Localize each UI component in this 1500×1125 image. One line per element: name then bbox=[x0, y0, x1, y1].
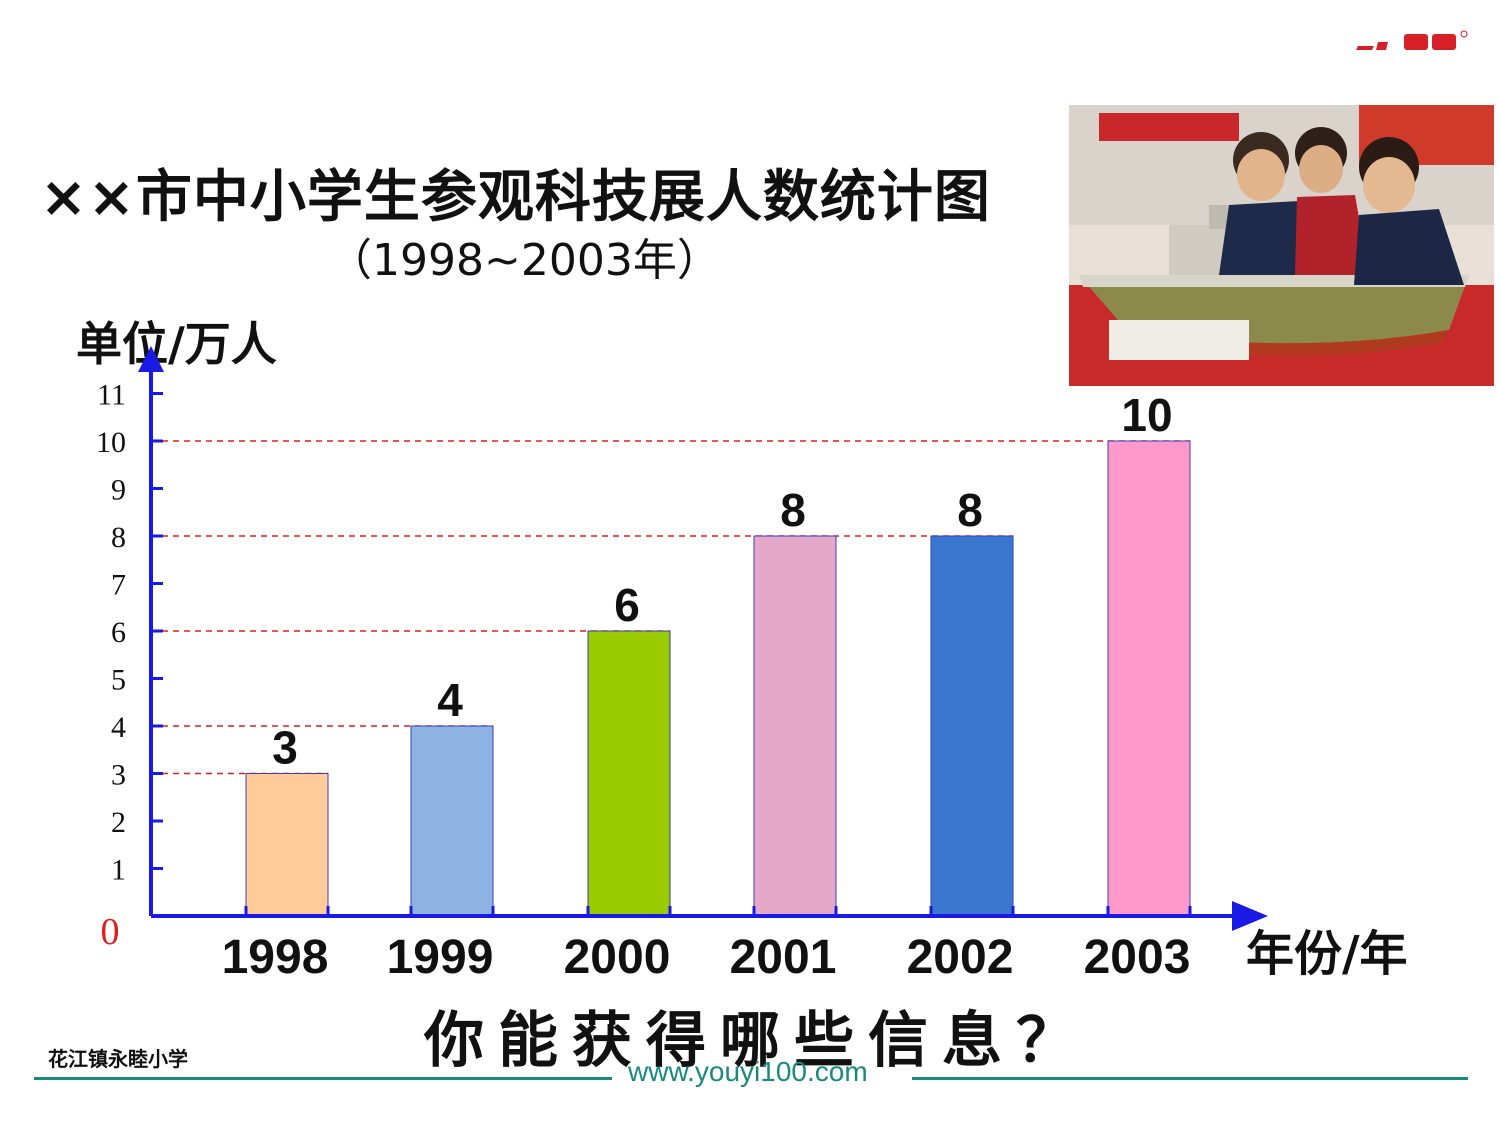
bar-value-label: 10 bbox=[1121, 389, 1172, 441]
x-tick-label: 2003 bbox=[1084, 931, 1191, 984]
y-tick-label: 4 bbox=[111, 711, 126, 744]
y-tick-label: 2 bbox=[111, 806, 126, 839]
y-axis-arrow bbox=[138, 346, 164, 372]
footer-divider-right bbox=[912, 1077, 1468, 1080]
bar-value-label: 4 bbox=[437, 674, 463, 726]
bar bbox=[1107, 440, 1191, 917]
y-tick-label: 1 bbox=[111, 854, 126, 887]
x-tick-label: 2002 bbox=[907, 931, 1014, 984]
question-text: 你能获得哪些信息？ bbox=[424, 1006, 1090, 1076]
school-name: 花江镇永睦小学 bbox=[48, 1047, 188, 1071]
bar bbox=[587, 630, 671, 917]
bar bbox=[245, 773, 329, 917]
bar-value-label: 8 bbox=[780, 484, 806, 536]
bar bbox=[410, 725, 494, 917]
chart-subtitle: （1998~2003年） bbox=[328, 235, 721, 286]
chart-title: ××市中小学生参观科技展人数统计图 bbox=[40, 165, 991, 230]
bar-value-label: 3 bbox=[272, 722, 298, 774]
publisher-logo bbox=[1356, 30, 1468, 50]
bar bbox=[753, 535, 837, 917]
x-tick-label: 1999 bbox=[387, 931, 494, 984]
y-tick-label: 7 bbox=[111, 569, 126, 602]
x-axis-arrow bbox=[1232, 901, 1268, 931]
x-tick-label: 2000 bbox=[564, 931, 671, 984]
footer-divider-left bbox=[34, 1077, 612, 1080]
y-tick-label: 11 bbox=[97, 379, 126, 412]
bar-value-label: 8 bbox=[957, 484, 983, 536]
y-tick-label: 5 bbox=[111, 664, 126, 697]
y-tick-label: 9 bbox=[111, 474, 126, 507]
website-link[interactable]: www.youyi100.com bbox=[628, 1056, 868, 1087]
y-tick-label: 8 bbox=[111, 521, 126, 554]
y-tick-label: 6 bbox=[111, 616, 126, 649]
origin-label: 0 bbox=[101, 911, 120, 953]
bar bbox=[930, 535, 1014, 917]
y-axis-label: 单位/万人 bbox=[76, 317, 277, 371]
x-tick-label: 1998 bbox=[222, 931, 329, 984]
x-axis-label: 年份/年 bbox=[1246, 926, 1408, 982]
y-tick-label: 10 bbox=[96, 426, 126, 459]
bar-value-label: 6 bbox=[614, 579, 640, 631]
exhibition-photo bbox=[1069, 105, 1494, 386]
x-tick-label: 2001 bbox=[730, 931, 837, 984]
y-tick-label: 3 bbox=[111, 759, 126, 792]
